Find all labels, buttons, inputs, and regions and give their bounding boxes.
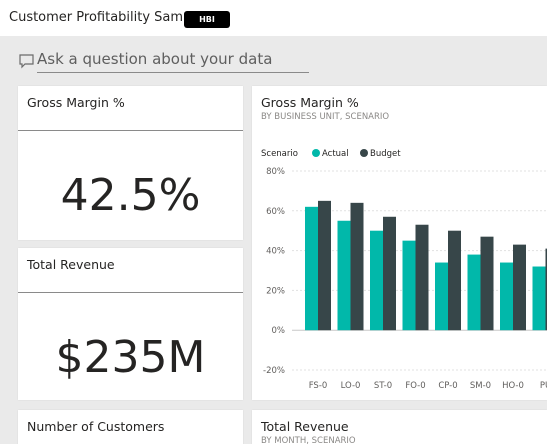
x-tick-label: HO-0 bbox=[502, 381, 524, 391]
tile-title: Number of Customers bbox=[27, 419, 165, 434]
bar-actual bbox=[370, 230, 383, 331]
tile-total-revenue-chart[interactable]: Total Revenue BY MONTH, SCENARIO bbox=[252, 410, 547, 444]
bar-budget bbox=[318, 200, 331, 331]
bar-budget bbox=[545, 248, 547, 331]
y-tick-label: 0% bbox=[272, 326, 286, 336]
bar-actual bbox=[337, 220, 351, 331]
bar-actual bbox=[402, 240, 416, 331]
tile-title: Gross Margin % bbox=[27, 95, 125, 110]
bar-actual bbox=[305, 206, 318, 331]
tile-gross-margin-kpi[interactable]: Gross Margin % 42.5% bbox=[18, 86, 243, 240]
legend-marker-budget bbox=[360, 149, 368, 157]
bar-budget bbox=[350, 202, 364, 331]
y-tick-label: -20% bbox=[263, 366, 285, 376]
bar-actual bbox=[532, 266, 546, 331]
tile-number-of-customers[interactable]: Number of Customers bbox=[18, 410, 243, 444]
x-tick-label: SM-0 bbox=[470, 381, 491, 391]
top-bar: Customer Profitability Sample HBI bbox=[0, 0, 547, 36]
tile-title: Total Revenue bbox=[27, 257, 115, 272]
qna-underline bbox=[37, 72, 309, 73]
x-tick-label: LO-0 bbox=[341, 381, 361, 391]
kpi-value: 42.5% bbox=[60, 170, 201, 221]
bar-budget bbox=[513, 244, 526, 331]
qna-input[interactable]: Ask a question about your data bbox=[37, 50, 273, 68]
tile-gross-margin-chart[interactable]: Gross Margin % BY BUSINESS UNIT, SCENARI… bbox=[252, 86, 547, 400]
legend-marker-actual bbox=[312, 149, 320, 157]
bar-budget bbox=[448, 230, 461, 331]
legend-title: Scenario bbox=[261, 149, 298, 159]
y-tick-label: 60% bbox=[266, 207, 285, 217]
x-tick-label: ST-0 bbox=[374, 381, 392, 391]
tile-title: Gross Margin % bbox=[261, 95, 359, 110]
bar-budget bbox=[415, 224, 429, 331]
legend-label-actual: Actual bbox=[322, 149, 349, 159]
tile-divider bbox=[18, 292, 243, 293]
dashboard-title: Customer Profitability Sample bbox=[9, 10, 203, 25]
legend-label-budget: Budget bbox=[370, 149, 401, 159]
bar-actual bbox=[435, 262, 448, 331]
bar-budget bbox=[383, 216, 396, 331]
y-tick-label: 20% bbox=[266, 286, 285, 296]
qna-box[interactable]: Ask a question about your data bbox=[18, 48, 310, 74]
hbi-badge[interactable]: HBI bbox=[184, 11, 230, 28]
y-tick-label: 80% bbox=[266, 167, 285, 177]
kpi-value: $235M bbox=[55, 332, 206, 383]
bar-actual bbox=[467, 254, 481, 331]
y-tick-label: 40% bbox=[266, 247, 285, 257]
tile-title: Total Revenue bbox=[261, 419, 349, 434]
bar-actual bbox=[500, 262, 513, 331]
x-tick-label: CP-0 bbox=[438, 381, 457, 391]
gross-margin-bar-chart: Scenario Actual Budget 80% 60% 40% 20% 0% -20% FS… bbox=[261, 149, 547, 391]
tile-subtitle: BY MONTH, SCENARIO bbox=[261, 436, 356, 444]
x-tick-label: FO-0 bbox=[405, 381, 425, 391]
tile-total-revenue-kpi[interactable]: Total Revenue $235M bbox=[18, 248, 243, 400]
tile-divider bbox=[18, 130, 243, 131]
bar-budget bbox=[480, 236, 494, 331]
speech-bubble-icon bbox=[19, 54, 34, 69]
x-tick-label: FS-0 bbox=[309, 381, 328, 391]
tile-subtitle: BY BUSINESS UNIT, SCENARIO bbox=[261, 112, 390, 122]
x-tick-label: PU bbox=[540, 381, 547, 391]
